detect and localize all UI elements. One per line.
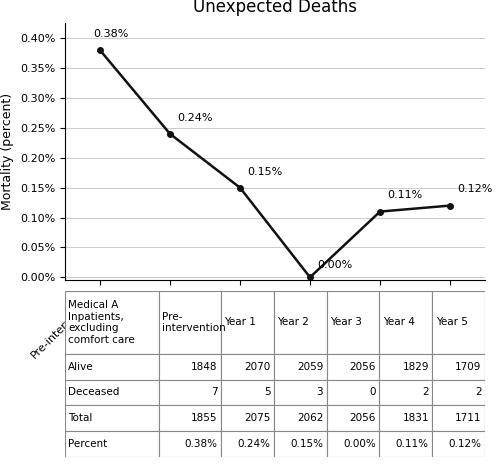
FancyBboxPatch shape bbox=[274, 354, 326, 380]
Text: Alive: Alive bbox=[68, 362, 94, 372]
FancyBboxPatch shape bbox=[380, 354, 432, 380]
Text: 7: 7 bbox=[211, 387, 218, 397]
FancyBboxPatch shape bbox=[159, 380, 221, 405]
FancyBboxPatch shape bbox=[380, 405, 432, 431]
Text: 2: 2 bbox=[422, 387, 429, 397]
FancyBboxPatch shape bbox=[221, 405, 274, 431]
FancyBboxPatch shape bbox=[221, 291, 274, 354]
FancyBboxPatch shape bbox=[65, 405, 159, 431]
Text: 1855: 1855 bbox=[191, 413, 218, 423]
Text: 5: 5 bbox=[264, 387, 270, 397]
FancyBboxPatch shape bbox=[432, 380, 485, 405]
Text: 2062: 2062 bbox=[297, 413, 324, 423]
FancyBboxPatch shape bbox=[221, 431, 274, 457]
Text: 1709: 1709 bbox=[456, 362, 481, 372]
FancyBboxPatch shape bbox=[432, 354, 485, 380]
FancyBboxPatch shape bbox=[159, 354, 221, 380]
Text: 2059: 2059 bbox=[297, 362, 324, 372]
Text: 0.15%: 0.15% bbox=[290, 439, 324, 449]
Text: Year 3: Year 3 bbox=[330, 317, 362, 328]
Text: 0.38%: 0.38% bbox=[184, 439, 218, 449]
FancyBboxPatch shape bbox=[326, 291, 380, 354]
FancyBboxPatch shape bbox=[380, 380, 432, 405]
FancyBboxPatch shape bbox=[274, 431, 326, 457]
Text: Deceased: Deceased bbox=[68, 387, 120, 397]
FancyBboxPatch shape bbox=[159, 431, 221, 457]
Text: 0.11%: 0.11% bbox=[396, 439, 429, 449]
Text: 0.12%: 0.12% bbox=[448, 439, 482, 449]
FancyBboxPatch shape bbox=[380, 431, 432, 457]
Text: Total: Total bbox=[68, 413, 92, 423]
Text: 0.15%: 0.15% bbox=[247, 166, 282, 177]
Text: 0.38%: 0.38% bbox=[93, 29, 128, 39]
Title: Unexpected Deaths: Unexpected Deaths bbox=[193, 0, 357, 16]
FancyBboxPatch shape bbox=[159, 291, 221, 354]
FancyBboxPatch shape bbox=[432, 431, 485, 457]
FancyBboxPatch shape bbox=[274, 291, 326, 354]
FancyBboxPatch shape bbox=[221, 354, 274, 380]
FancyBboxPatch shape bbox=[326, 380, 380, 405]
FancyBboxPatch shape bbox=[326, 405, 380, 431]
Text: 3: 3 bbox=[316, 387, 324, 397]
Text: 0.11%: 0.11% bbox=[387, 191, 422, 200]
FancyBboxPatch shape bbox=[432, 405, 485, 431]
FancyBboxPatch shape bbox=[159, 405, 221, 431]
Text: 0.12%: 0.12% bbox=[457, 185, 492, 194]
Text: 1848: 1848 bbox=[191, 362, 218, 372]
Text: 1829: 1829 bbox=[402, 362, 429, 372]
Text: 1831: 1831 bbox=[402, 413, 429, 423]
FancyBboxPatch shape bbox=[380, 291, 432, 354]
FancyBboxPatch shape bbox=[326, 354, 380, 380]
Text: 2: 2 bbox=[475, 387, 482, 397]
Text: 1711: 1711 bbox=[455, 413, 481, 423]
FancyBboxPatch shape bbox=[65, 354, 159, 380]
FancyBboxPatch shape bbox=[274, 380, 326, 405]
Text: 0.00%: 0.00% bbox=[344, 439, 376, 449]
FancyBboxPatch shape bbox=[221, 380, 274, 405]
Text: 2075: 2075 bbox=[244, 413, 270, 423]
Text: 2070: 2070 bbox=[244, 362, 270, 372]
Text: Year 2: Year 2 bbox=[277, 317, 309, 328]
FancyBboxPatch shape bbox=[65, 431, 159, 457]
Text: Percent: Percent bbox=[68, 439, 108, 449]
FancyBboxPatch shape bbox=[432, 291, 485, 354]
Text: Medical A
Inpatients,
excluding
comfort care: Medical A Inpatients, excluding comfort … bbox=[68, 300, 135, 345]
Text: 0.00%: 0.00% bbox=[317, 260, 352, 270]
FancyBboxPatch shape bbox=[274, 405, 326, 431]
Text: Year 5: Year 5 bbox=[436, 317, 468, 328]
Text: 0.24%: 0.24% bbox=[238, 439, 270, 449]
FancyBboxPatch shape bbox=[65, 380, 159, 405]
Text: Pre-
intervention: Pre- intervention bbox=[162, 312, 226, 333]
Text: Year 4: Year 4 bbox=[383, 317, 414, 328]
Text: 2056: 2056 bbox=[350, 362, 376, 372]
FancyBboxPatch shape bbox=[326, 431, 380, 457]
Y-axis label: Mortality (percent): Mortality (percent) bbox=[2, 93, 15, 210]
Text: 0: 0 bbox=[370, 387, 376, 397]
Text: 2056: 2056 bbox=[350, 413, 376, 423]
Text: 0.24%: 0.24% bbox=[177, 113, 212, 123]
FancyBboxPatch shape bbox=[65, 291, 159, 354]
Text: Year 1: Year 1 bbox=[224, 317, 256, 328]
X-axis label: Year of Intervention: Year of Intervention bbox=[214, 366, 336, 379]
